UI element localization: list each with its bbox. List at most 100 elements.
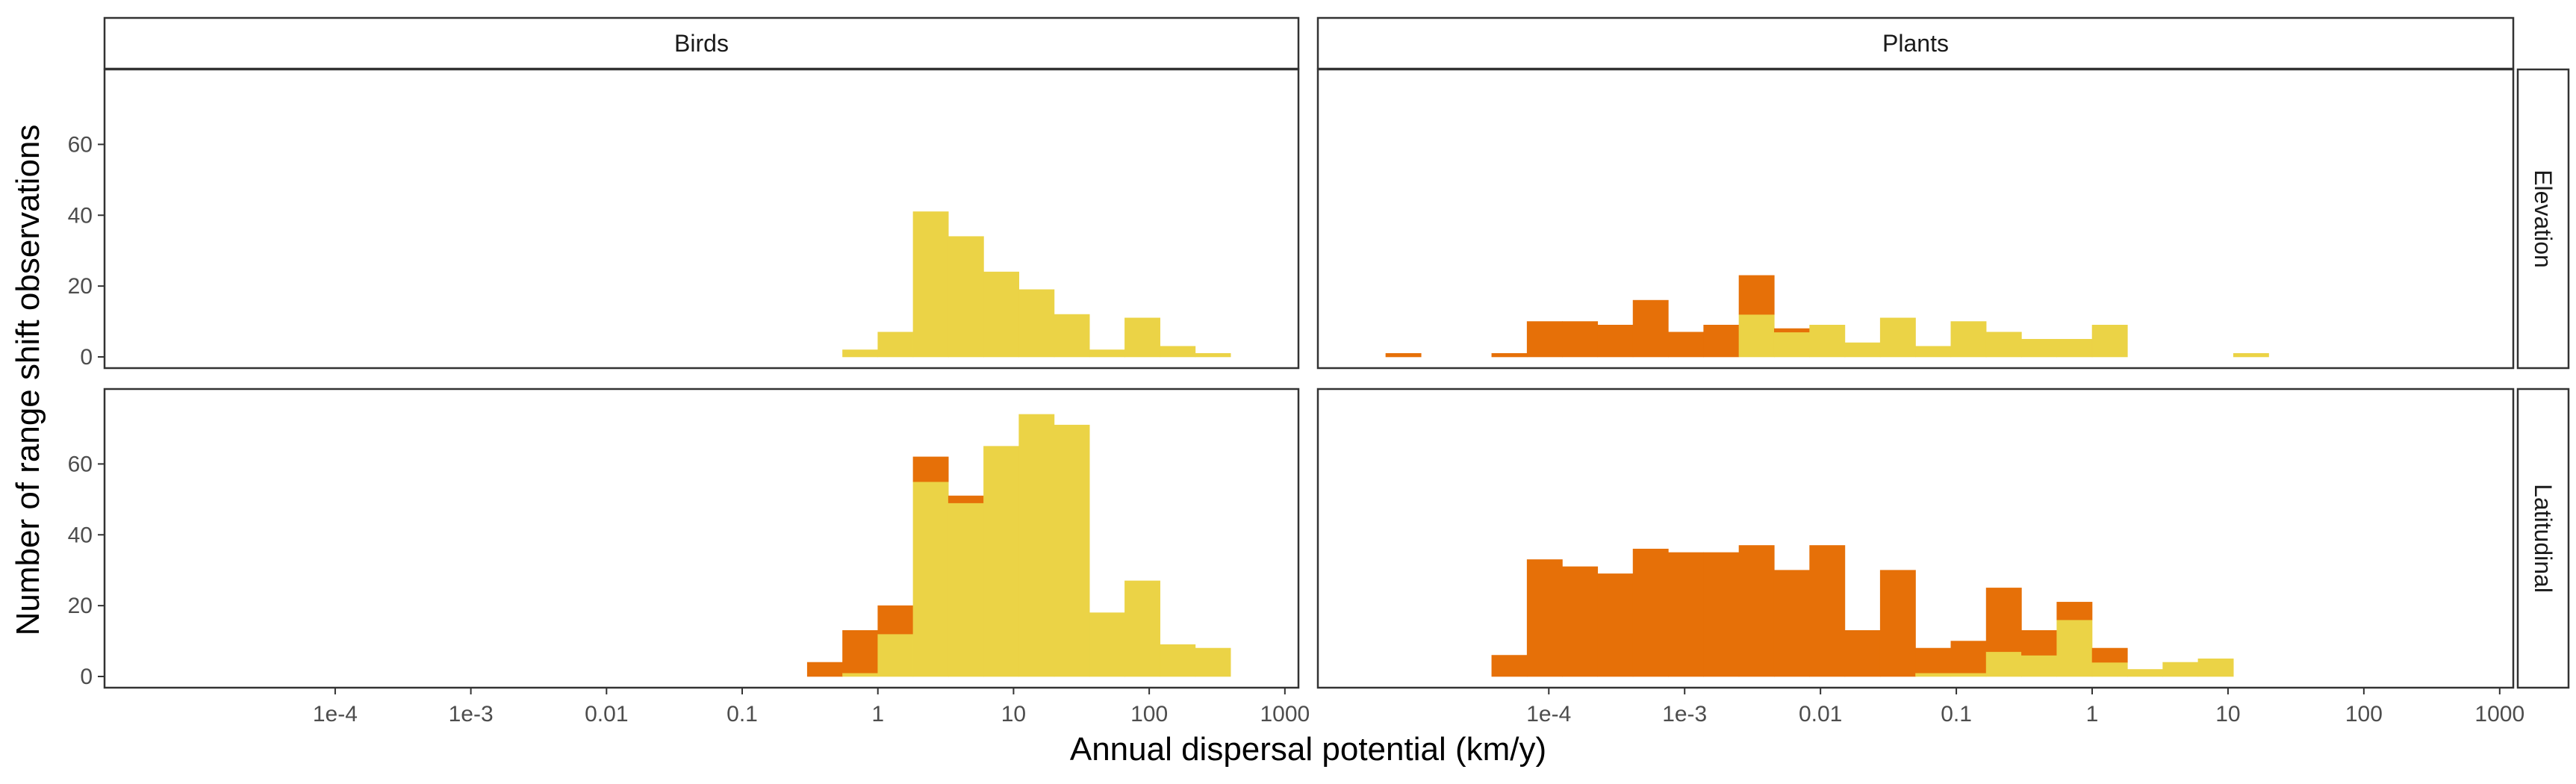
bar-yellow-birds-elevation-7 [1089,349,1125,358]
bar-orange-plants-latitudinal-0 [1491,655,1528,677]
bar-yellow-birds-latitudinal-6 [1018,414,1055,677]
bar-orange-birds-latitudinal-0 [806,662,843,677]
panel-plants-latitudinal [1316,388,2515,689]
strip-elevation-label: Elevation [2530,169,2557,268]
bar-orange-plants-latitudinal-10 [1844,630,1881,677]
bar-orange-plants-latitudinal-11 [1879,570,1916,677]
bar-yellow-plants-elevation-8 [1738,314,1775,358]
bar-yellow-birds-latitudinal-11 [1195,647,1231,677]
strip-latitudinal-label: Latitudinal [2530,484,2557,593]
bar-yellow-birds-latitudinal-10 [1160,644,1196,677]
bar-yellow-birds-elevation-3 [948,236,984,358]
bar-yellow-plants-latitudinal-16 [2056,619,2093,677]
bar-yellow-plants-latitudinal-19 [2162,662,2199,677]
bar-orange-plants-latitudinal-1 [1526,559,1563,677]
bar-yellow-birds-latitudinal-3 [912,481,949,677]
strip-elevation-box [2516,68,2570,370]
panel-plants-elevation [1316,68,2515,370]
bar-yellow-plants-elevation-18 [2091,325,2128,358]
x-tick-label: 0.1 [727,702,758,727]
panel-background [105,69,1298,368]
bar-yellow-plants-elevation-9 [1773,332,1810,358]
strip-plants-label: Plants [1882,30,1949,57]
x-axis-birds: 1e-4 1e-3 0.01 0.1 1 10 100 1000 [313,688,1310,727]
bar-yellow-birds-elevation-8 [1124,317,1160,358]
y-tick-label: 20 [68,274,93,299]
bar-orange-plants-latitudinal-9 [1809,545,1846,677]
x-tick-label: 1 [871,702,884,727]
bar-orange-plants-latitudinal-16 [2056,602,2093,620]
bar-orange-plants-latitudinal-15 [2021,630,2058,656]
bar-orange-plants-latitudinal-12 [1915,647,1952,673]
bar-orange-plants-latitudinal-8 [1773,570,1810,677]
y-tick-label: 40 [68,203,93,228]
x-tick-label: 1e-3 [1662,702,1707,727]
bar-yellow-birds-latitudinal-2 [877,633,914,677]
y-tick-label: 0 [80,345,93,370]
bar-yellow-birds-elevation-9 [1160,346,1196,358]
bar-orange-plants-elevation-8 [1738,275,1775,315]
bar-yellow-plants-elevation-14 [1950,321,1987,358]
x-tick-label: 100 [2345,702,2383,727]
column-strips: Birds Plants [103,16,2515,70]
y-axis-title: Number of range shift observations [10,125,46,636]
bar-orange-plants-latitudinal-2 [1562,566,1599,677]
bar-yellow-birds-latitudinal-8 [1089,612,1125,677]
bar-yellow-birds-latitudinal-1 [842,672,879,677]
y-tick-label: 0 [80,665,93,689]
bar-orange-plants-elevation-6 [1668,332,1704,358]
x-tick-label: 10 [2215,702,2240,727]
bar-orange-birds-latitudinal-4 [948,495,984,503]
bar-yellow-plants-elevation-11 [1844,342,1881,358]
bar-orange-plants-latitudinal-17 [2091,647,2128,663]
strip-birds-box [103,16,1300,70]
bar-yellow-plants-elevation-19 [2233,352,2269,358]
y-tick-label: 60 [68,452,93,476]
bar-orange-birds-latitudinal-1 [842,630,879,673]
x-tick-label: 1e-3 [449,702,494,727]
bar-yellow-plants-latitudinal-20 [2197,658,2234,677]
x-tick-label: 0.1 [1941,702,1972,727]
panel-border [103,388,1300,689]
bar-orange-plants-latitudinal-7 [1738,545,1775,677]
bar-yellow-birds-elevation-5 [1018,289,1055,358]
bar-orange-plants-elevation-3 [1562,321,1599,358]
bar-yellow-birds-elevation-4 [983,271,1019,358]
bar-yellow-plants-elevation-15 [1985,332,2022,358]
bar-orange-plants-elevation-5 [1632,299,1669,358]
x-tick-label: 1e-4 [313,702,358,727]
panels: 0 20 40 60 0 20 40 60 [68,68,2515,689]
bar-yellow-plants-latitudinal-17 [2091,662,2128,677]
bar-orange-plants-elevation-1 [1491,352,1528,358]
x-tick-label: 0.01 [585,702,628,727]
bar-yellow-plants-latitudinal-15 [2021,655,2058,677]
panel-border [1316,68,2515,370]
bar-orange-plants-latitudinal-5 [1668,552,1704,677]
bar-yellow-birds-latitudinal-4 [948,503,984,677]
x-tick-label: 100 [1130,702,1168,727]
bar-orange-plants-latitudinal-14 [1985,588,2022,653]
panel-border [103,68,1300,370]
bar-yellow-birds-elevation-1 [877,332,914,358]
panel-birds-latitudinal: 0 20 40 60 [68,388,1300,689]
panel-birds-elevation: 0 20 40 60 [68,68,1300,370]
bar-orange-plants-latitudinal-13 [1950,641,1987,673]
x-tick-label: 1e-4 [1526,702,1571,727]
x-tick-label: 0.01 [1799,702,1842,727]
strip-plants-box [1316,16,2515,70]
row-strips: Elevation Latitudinal [2516,68,2570,689]
bar-yellow-plants-elevation-17 [2056,338,2093,358]
bar-orange-plants-latitudinal-4 [1632,548,1669,677]
bar-yellow-plants-latitudinal-18 [2127,669,2163,677]
bar-orange-plants-elevation-9 [1773,328,1810,333]
x-axis-title: Annual dispersal potential (km/y) [1070,731,1546,768]
x-axis-plants: 1e-4 1e-3 0.01 0.1 1 10 100 1000 [1526,688,2524,727]
bar-orange-plants-elevation-4 [1597,325,1634,358]
bar-yellow-plants-elevation-12 [1879,317,1916,358]
bar-yellow-birds-latitudinal-7 [1054,424,1090,677]
bar-yellow-plants-latitudinal-14 [1985,651,2022,677]
bar-yellow-plants-elevation-10 [1809,325,1846,358]
bar-orange-plants-elevation-2 [1526,321,1563,358]
bar-orange-plants-latitudinal-3 [1597,573,1634,677]
